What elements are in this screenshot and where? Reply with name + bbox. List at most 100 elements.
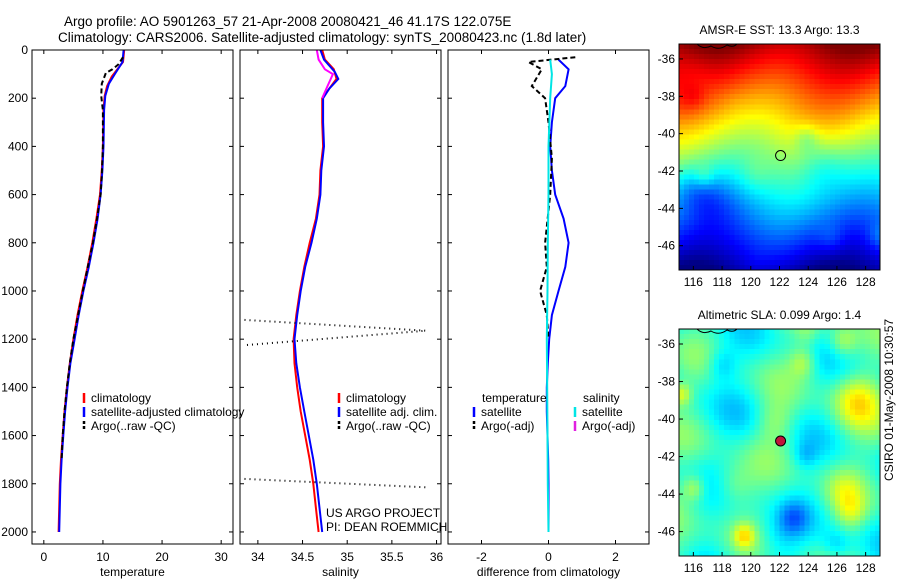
- x-axis-label: temperature: [100, 565, 165, 579]
- legend-label: Argo(-adj): [481, 419, 534, 433]
- x-tick-label: 124: [798, 275, 818, 289]
- x-tick-label: 2: [612, 550, 619, 564]
- series-group: [525, 56, 576, 533]
- x-axis-label: difference from climatology: [477, 565, 620, 579]
- y-tick-label: 1800: [1, 477, 28, 491]
- x-tick-label: 118: [713, 561, 732, 575]
- sla-map-panel: 116 118 120 122 124 126 128 -36 -38 -40 -42 -44 -46 A…: [658, 308, 881, 575]
- x-tick-label: 30: [214, 550, 228, 564]
- profile-panel-temperature: 0 10 20 30 0 200 400 600 800 1000 1200 1400 1600 1800…: [1, 43, 234, 579]
- legend-2: temperaturesatelliteArgo(-adj)salinitysa…: [472, 391, 635, 433]
- y-tick-label: 200: [8, 91, 28, 105]
- series-line-2: [315, 50, 335, 99]
- series-group: [57, 50, 126, 533]
- x-tick-label: 34.5: [291, 550, 315, 564]
- y-tick-label: 1000: [1, 284, 28, 298]
- x-tick-label: 120: [741, 275, 761, 289]
- y-tick-label: -36: [658, 52, 676, 66]
- coastline: [696, 328, 738, 334]
- plot-frame: [239, 49, 442, 545]
- y-tick-label: 600: [8, 188, 28, 202]
- y-tick-label: -46: [658, 525, 676, 539]
- map-title: Altimetric SLA: 0.099 Argo: 1.4: [698, 308, 862, 322]
- plot-frame: [31, 49, 234, 545]
- x-tick-label: 120: [741, 561, 761, 575]
- series-line-1: [525, 56, 576, 340]
- legend-label: Argo(..raw -QC): [91, 419, 176, 433]
- x-tick-label: 116: [684, 275, 703, 289]
- map-title: AMSR-E SST: 13.3 Argo: 13.3: [699, 23, 859, 37]
- figure-title-line2: Climatology: CARS2006. Satellite-adjuste…: [58, 30, 587, 45]
- x-tick-label: 0: [545, 550, 552, 564]
- heatmap-cells: [679, 44, 881, 271]
- series-line-2: [60, 56, 124, 460]
- y-tick-label: -38: [658, 375, 676, 389]
- x-tick-label: 122: [769, 275, 789, 289]
- y-tick-label: -44: [658, 487, 676, 501]
- series-line-2: [545, 59, 553, 533]
- x-tick-label: 10: [96, 550, 110, 564]
- series-line-4: [244, 477, 428, 489]
- y-tick-label: -44: [658, 201, 676, 215]
- figure-title-line1: Argo profile: AO 5901263_57 21-Apr-2008 …: [64, 14, 512, 29]
- x-axis-label: salinity: [322, 565, 359, 579]
- legend-label: satellite: [481, 405, 522, 419]
- x-tick-label: 0: [40, 550, 47, 564]
- x-tick-label: 126: [827, 275, 847, 289]
- y-tick-label: -42: [658, 164, 676, 178]
- y-tick-label: -46: [658, 239, 676, 253]
- x-tick-label: 34: [251, 550, 265, 564]
- y-tick-label: -40: [658, 412, 676, 426]
- x-tick-label: 128: [856, 561, 876, 575]
- legend-label: satellite adj. clim.: [346, 405, 437, 419]
- series-line-1: [293, 50, 340, 533]
- legend-label: climatology: [346, 391, 406, 405]
- y-tick-label: -40: [658, 127, 676, 141]
- y-tick-label: 400: [8, 139, 28, 153]
- y-tick-label: 2000: [1, 525, 28, 539]
- sst-map-panel: 116 118 120 122 124 126 128 -36 -38 -40 -42 -44 -46 A…: [658, 23, 881, 289]
- legend-label: climatology: [91, 391, 151, 405]
- x-tick-label: -2: [476, 550, 487, 564]
- legend-group-title: salinity: [583, 391, 620, 405]
- legend-label: Argo(..raw -QC): [346, 419, 431, 433]
- series-line-3: [244, 318, 426, 347]
- legend-label: satellite-adjusted climatology: [91, 405, 244, 419]
- y-tick-label: -42: [658, 450, 676, 464]
- series-line-0: [57, 50, 126, 533]
- y-tick-label: 800: [8, 236, 28, 250]
- credit-annotation: US ARGO PROJECT: [326, 506, 441, 520]
- legend-group-title: temperature: [482, 391, 547, 405]
- x-tick-label: 35.5: [380, 550, 404, 564]
- x-tick-label: 118: [713, 275, 732, 289]
- x-tick-label: 36: [430, 550, 444, 564]
- y-tick-label: 1200: [1, 332, 28, 346]
- y-tick-label: -36: [658, 337, 676, 351]
- x-tick-label: 116: [684, 561, 703, 575]
- coastline: [696, 43, 738, 49]
- series-group: [244, 50, 428, 533]
- y-tick-label: 0: [21, 43, 28, 57]
- x-tick-label: 35: [341, 550, 355, 564]
- credit-annotation: PI: DEAN ROEMMICH: [326, 520, 447, 534]
- legend-label: satellite: [582, 405, 623, 419]
- argo-float-marker: [775, 150, 787, 162]
- side-timestamp: CSIRO 01-May-2008 10:30:57: [882, 319, 896, 481]
- profile-panel-salinity: 34 34.5 35 35.5 36 salinity: [239, 49, 444, 579]
- legend-label: Argo(-adj): [582, 419, 635, 433]
- y-tick-label: -38: [658, 89, 676, 103]
- y-tick-label: 1400: [1, 380, 28, 394]
- x-tick-label: 20: [155, 550, 169, 564]
- series-line-1: [58, 50, 125, 533]
- x-tick-label: 128: [856, 275, 876, 289]
- heatmap-cells: [679, 329, 881, 557]
- y-tick-label: 1600: [1, 429, 28, 443]
- x-tick-label: 122: [769, 561, 789, 575]
- x-tick-label: 126: [827, 561, 847, 575]
- argo-float-marker: [775, 435, 787, 447]
- x-tick-label: 124: [798, 561, 818, 575]
